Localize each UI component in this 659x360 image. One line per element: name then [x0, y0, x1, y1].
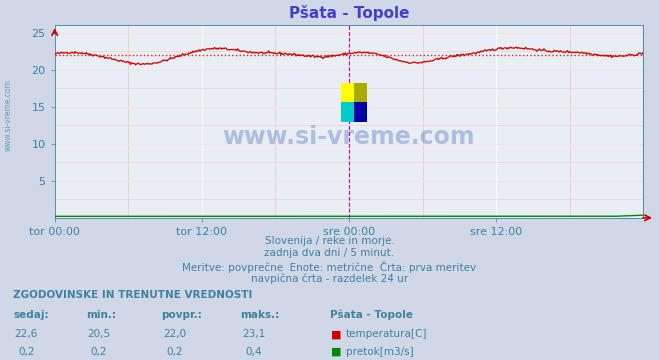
Title: Pšata - Topole: Pšata - Topole — [289, 5, 409, 21]
Text: www.si-vreme.com: www.si-vreme.com — [3, 79, 13, 151]
Text: zadnja dva dni / 5 minut.: zadnja dva dni / 5 minut. — [264, 248, 395, 258]
Bar — [341, 83, 355, 102]
Text: temperatura[C]: temperatura[C] — [346, 329, 428, 339]
Text: 22,6: 22,6 — [14, 329, 38, 339]
Bar — [341, 102, 355, 122]
Text: maks.:: maks.: — [241, 310, 280, 320]
Text: Pšata - Topole: Pšata - Topole — [330, 310, 413, 320]
Text: ■: ■ — [331, 347, 341, 357]
Bar — [355, 83, 367, 102]
Text: 0,2: 0,2 — [18, 347, 35, 357]
Text: Slovenija / reke in morje.: Slovenija / reke in morje. — [264, 236, 395, 246]
Text: 0,2: 0,2 — [166, 347, 183, 357]
Text: 23,1: 23,1 — [242, 329, 266, 339]
Text: povpr.:: povpr.: — [161, 310, 202, 320]
Text: ZGODOVINSKE IN TRENUTNE VREDNOSTI: ZGODOVINSKE IN TRENUTNE VREDNOSTI — [13, 290, 252, 300]
Text: www.si-vreme.com: www.si-vreme.com — [223, 125, 475, 149]
Text: min.:: min.: — [86, 310, 116, 320]
Text: navpična črta - razdelek 24 ur: navpična črta - razdelek 24 ur — [251, 274, 408, 284]
Text: 20,5: 20,5 — [87, 329, 111, 339]
Text: 0,4: 0,4 — [245, 347, 262, 357]
Text: pretok[m3/s]: pretok[m3/s] — [346, 347, 414, 357]
Bar — [355, 102, 367, 122]
Text: 0,2: 0,2 — [90, 347, 107, 357]
Text: sedaj:: sedaj: — [13, 310, 49, 320]
Text: 22,0: 22,0 — [163, 329, 186, 339]
Text: ■: ■ — [331, 329, 341, 339]
Text: Meritve: povprečne  Enote: metrične  Črta: prva meritev: Meritve: povprečne Enote: metrične Črta:… — [183, 261, 476, 273]
